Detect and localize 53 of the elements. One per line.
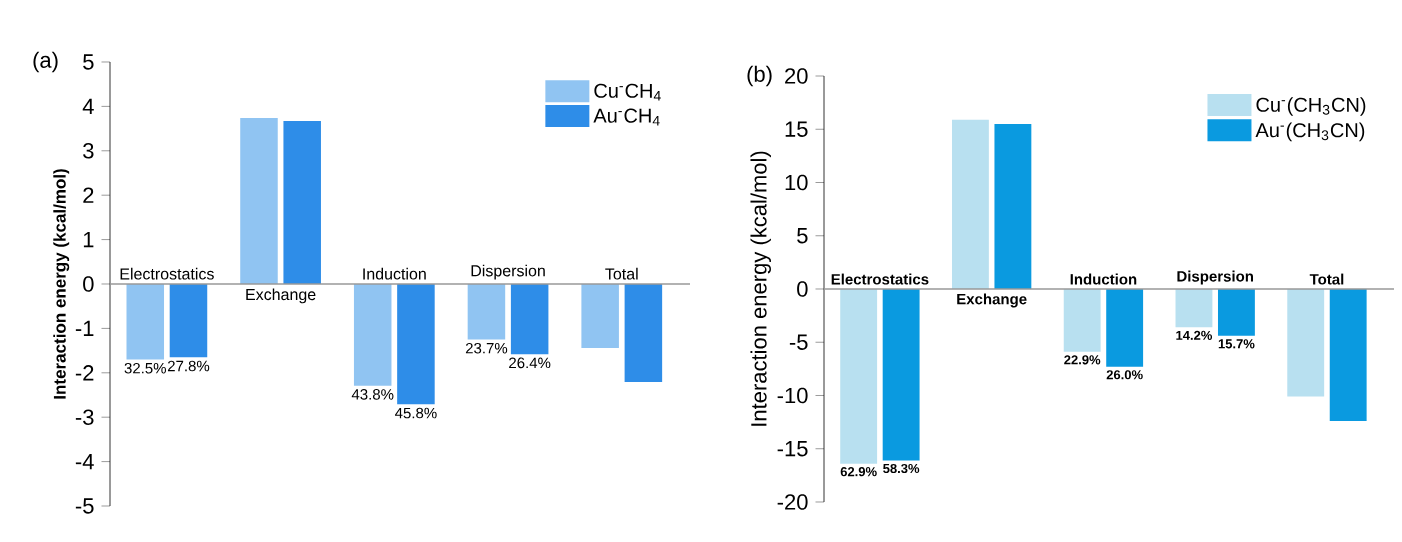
y-tick-label: 10 (785, 174, 808, 191)
bar (283, 121, 321, 284)
bar (994, 123, 1032, 289)
bar (1217, 289, 1255, 336)
y-tick-label: -4 (75, 454, 94, 470)
y-tick-label: 4 (82, 98, 94, 114)
legend-label: Au$^{-}$(CH$_{3}$CN) (1255, 122, 1365, 142)
y-tick-label: 5 (797, 228, 808, 244)
y-tick-label: 3 (83, 142, 94, 159)
y-axis-title: Interaction energy (kcal/mol) (53, 169, 70, 399)
y-tick-label: 0 (83, 276, 94, 292)
bar (397, 283, 435, 405)
y-tick-label: -5 (75, 498, 94, 514)
legend-label: Au$^{-}$CH$_{4}$ (593, 108, 660, 126)
bar (126, 283, 165, 360)
y-tick-label: 20 (785, 68, 808, 84)
y-tick-label: -15 (777, 441, 808, 457)
bar (467, 283, 506, 340)
bar (353, 283, 392, 386)
chart-title: (a) (33, 51, 58, 73)
y-tick-label: -1 (75, 320, 94, 336)
bar (882, 289, 920, 461)
y-tick-label: 2 (83, 187, 94, 203)
y-tick-label: -10 (777, 387, 808, 404)
bar (1175, 289, 1213, 328)
bar (624, 283, 663, 383)
y-tick-label: -20 (777, 494, 808, 510)
y-tick-label: -2 (75, 365, 94, 381)
bar (510, 283, 549, 355)
bar (1287, 289, 1325, 397)
bar (1106, 289, 1144, 367)
bar (1329, 289, 1367, 422)
y-tick-label: 0 (797, 281, 808, 297)
y-tick-label: 1 (83, 232, 94, 248)
y-tick-label: -5 (789, 334, 808, 350)
x-tick-label: Induction (363, 267, 426, 280)
bar (581, 283, 619, 348)
bar (951, 119, 989, 289)
bar (240, 117, 278, 284)
y-tick-label: 5 (83, 54, 94, 70)
chart-title: (b) (747, 65, 772, 87)
x-tick-label: Dispersion (471, 264, 545, 280)
bar (840, 289, 878, 464)
legend-label: Cu$^{-}$(CH$_{3}$CN) (1256, 97, 1366, 116)
legend-label: Cu$^{-}$CH$_{4}$ (594, 83, 661, 101)
x-tick-label: Total (605, 267, 638, 280)
bar (1063, 289, 1101, 352)
bar (169, 283, 208, 358)
x-tick-label: Exchange (246, 288, 316, 304)
x-tick-label: Electrostatics (120, 267, 214, 280)
y-tick-label: -3 (75, 409, 94, 425)
y-tick-label: 15 (785, 121, 808, 137)
y-axis-title: Interaction energy (kcal/mol) (750, 151, 771, 426)
